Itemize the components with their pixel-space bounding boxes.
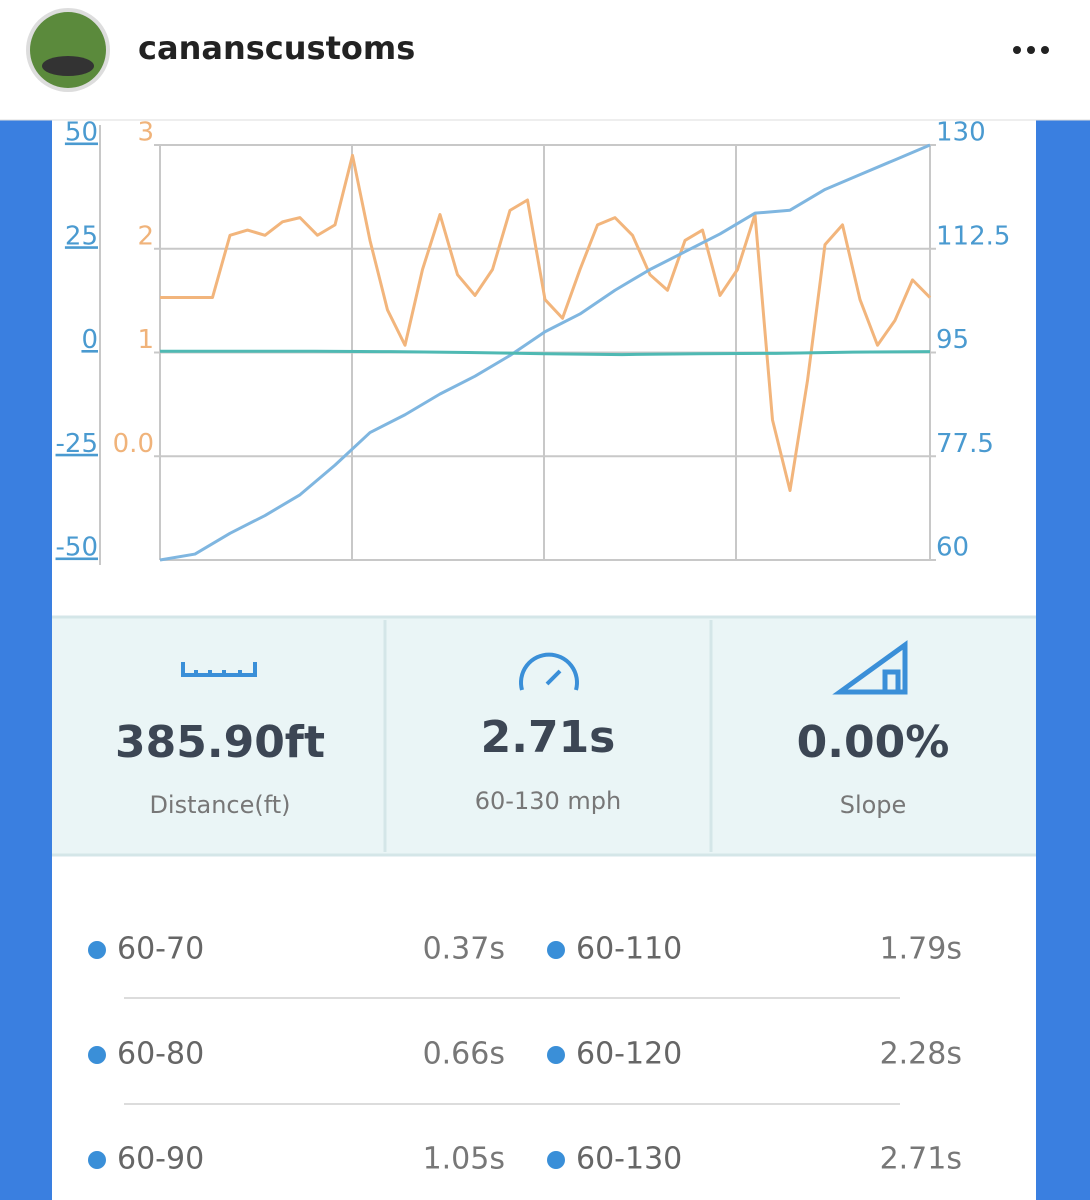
series-line [160,153,932,492]
stat-value: 2.71s [481,712,616,763]
y2-tick-label: 95 [936,325,969,355]
y2-tick-label: 130 [936,118,986,148]
avatar[interactable] [30,12,106,88]
split-dot [88,1046,106,1064]
stat-value: 385.90ft [115,717,325,768]
split-dot [547,1151,565,1169]
stats-dividers [52,615,1036,857]
series-line [159,143,931,562]
split-range: 60-130 [576,1142,682,1177]
y3-tick-label: 0.0 [113,429,154,459]
split-time: 1.79s [880,932,962,967]
gauge-needle [545,669,562,686]
ruler-icon [181,662,257,677]
slope-icon [832,640,908,695]
y-tick-label: 50 [65,118,98,148]
split-time: 2.28s [880,1037,962,1072]
y2-tick-label: 60 [936,533,969,563]
y3-tick-label: 3 [137,118,154,148]
y-tick-label: 25 [65,221,98,251]
split-range: 60-80 [117,1037,204,1072]
more-menu[interactable] [1013,46,1049,54]
y-tick-label: -50 [56,533,98,563]
split-range: 60-90 [117,1142,204,1177]
split-range: 60-120 [576,1037,682,1072]
split-dot [547,941,565,959]
y-tick-label: -25 [56,429,98,459]
y-tick-label: 0 [81,325,98,355]
split-range: 60-70 [117,932,204,967]
split-time: 1.05s [423,1142,505,1177]
split-dividers [124,997,900,1105]
split-time: 0.37s [423,932,505,967]
split-dot [88,941,106,959]
stat-label: Slope [840,791,907,819]
stat-label: Distance(ft) [149,791,290,819]
y2-tick-label: 77.5 [936,429,994,459]
split-time: 2.71s [880,1142,962,1177]
stat-label: 60-130 mph [475,787,621,815]
gauge-icon [519,652,579,691]
split-range: 60-110 [576,932,682,967]
series-line [160,349,931,357]
y2-tick-label: 112.5 [936,221,1010,251]
stat-value: 0.00% [797,717,950,768]
y3-tick-label: 1 [137,325,154,355]
split-dot [88,1151,106,1169]
split-dot [547,1046,565,1064]
y3-tick-label: 2 [137,221,154,251]
username[interactable]: cananscustoms [138,29,415,67]
avatar-bike [42,56,94,76]
split-time: 0.66s [423,1037,505,1072]
